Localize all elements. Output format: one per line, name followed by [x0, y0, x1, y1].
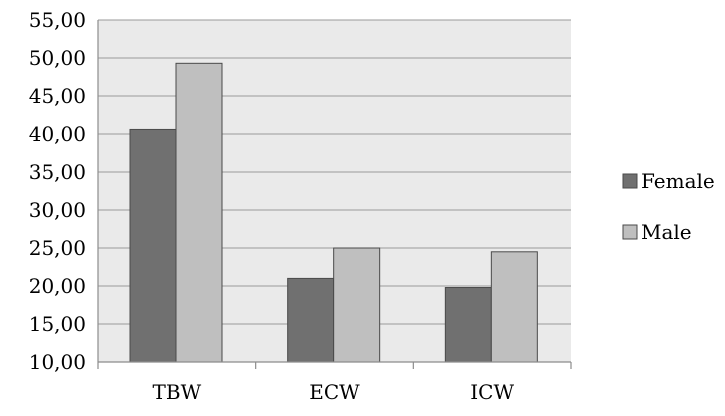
- y-tick-label: 40,00: [29, 122, 86, 146]
- y-tick-label: 20,00: [29, 274, 86, 298]
- y-tick-label: 10,00: [29, 350, 86, 374]
- bar-male-icw: [490, 251, 538, 363]
- legend-label-male: Male: [641, 220, 692, 244]
- y-tick-label: 35,00: [29, 160, 86, 184]
- legend-swatch-female: [622, 173, 638, 189]
- x-tick-label: ICW: [470, 380, 514, 404]
- y-tick-label: 45,00: [29, 84, 86, 108]
- y-axis-tick-labels: 10,00 15,00 20,00 25,00 30,00 35,00 40,00 45,00…: [29, 8, 86, 374]
- x-axis-tick-labels: TBW ECW ICW: [153, 380, 515, 404]
- x-axis-ticks: [97, 362, 572, 369]
- bar-male-tbw: [175, 62, 223, 363]
- y-tick-label: 15,00: [29, 312, 86, 336]
- x-tick-label: TBW: [153, 380, 202, 404]
- y-tick-label: 30,00: [29, 198, 86, 222]
- bars: [129, 62, 538, 363]
- y-tick-label: 25,00: [29, 236, 86, 260]
- bar-male-ecw: [333, 247, 381, 363]
- bar-female-ecw: [287, 277, 335, 363]
- y-tick-label: 50,00: [29, 46, 86, 70]
- x-tick-label: ECW: [309, 380, 360, 404]
- y-tick-label: 55,00: [29, 8, 86, 32]
- bar-female-tbw: [129, 128, 177, 363]
- legend-swatch-male: [622, 224, 638, 240]
- bar-female-icw: [444, 287, 492, 363]
- legend: Female Male: [622, 169, 715, 244]
- legend-label-female: Female: [641, 169, 715, 193]
